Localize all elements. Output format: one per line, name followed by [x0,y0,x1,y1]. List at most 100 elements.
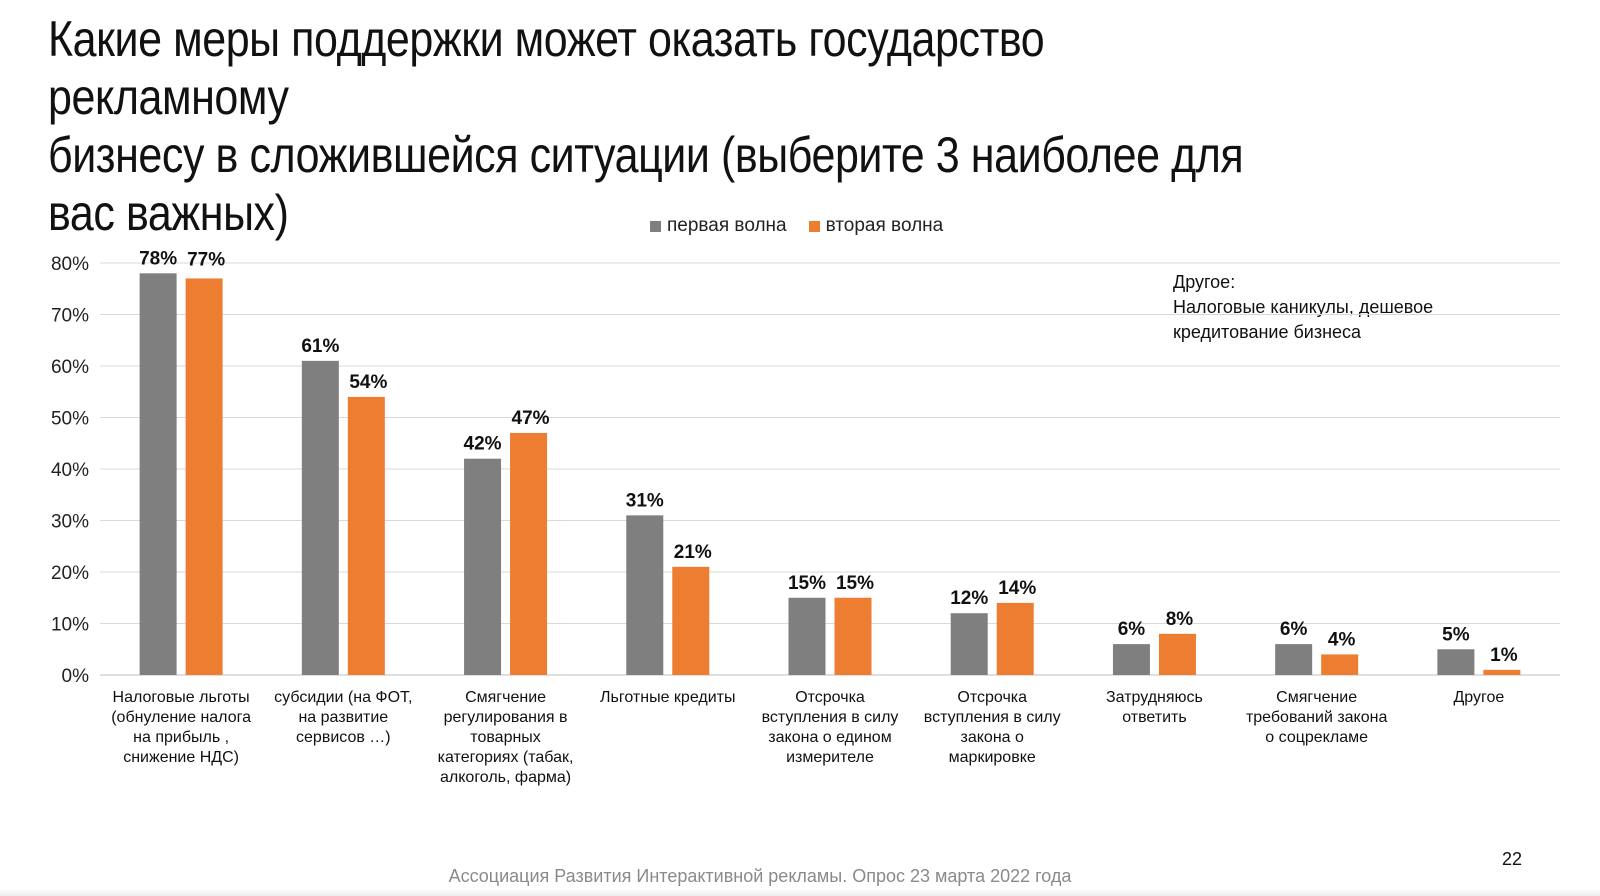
page-title: Какие меры поддержки может оказать госуд… [48,10,1252,242]
data-label: 15% [836,573,874,594]
y-tick-label: 50% [51,409,89,430]
y-tick-label: 80% [51,254,89,275]
y-tick-label: 30% [51,512,89,533]
x-category-label-line: субсидии (на ФОТ, [274,689,413,706]
x-category-label-line: маркировке [948,749,1036,766]
x-category-label-line: сервисов …) [296,729,391,746]
bar-second-wave [347,396,385,675]
bar-second-wave [672,566,710,675]
x-category-label-line: Смягчение [465,689,547,706]
x-category-label-line: Другое [1453,689,1505,706]
y-tick-label: 70% [51,306,89,327]
footer-source: Ассоциация Развития Интерактивной реклам… [448,866,1072,886]
bar-second-wave [996,602,1034,675]
data-label: 5% [1442,624,1470,645]
y-tick-label: 10% [51,615,89,636]
x-category-label-line: вступления в силу [761,709,899,726]
y-tick-label: 60% [51,357,89,378]
x-category-label-line: Отсрочка [795,689,865,706]
bar-second-wave [1483,669,1521,675]
x-category-label-line: категориях (табак, [437,749,574,766]
data-label: 12% [950,588,988,609]
x-category-label-line: вступления в силу [923,709,1061,726]
y-tick-label: 20% [51,563,89,584]
x-category-label-line: ответить [1122,709,1187,726]
data-label: 54% [349,372,387,393]
title-line: вас важных) [48,185,289,241]
data-label: 6% [1280,619,1308,640]
x-category-label-line: снижение НДС) [123,749,239,766]
x-category-label-line: Налоговые льготы [112,689,250,706]
x-category-label-line: Смягчение [1276,689,1358,706]
bar-first-wave [950,613,988,675]
bar-first-wave [139,273,177,675]
data-label: 15% [788,573,826,594]
bar-first-wave [1437,649,1475,675]
x-category-label-line: измерителе [786,749,874,766]
legend-swatch-second-wave [808,220,820,232]
data-label: 42% [464,434,502,455]
bar-first-wave [788,597,826,675]
page-number: 22 [1502,849,1523,869]
data-label: 31% [626,490,664,511]
x-category-label-line: требований закона [1245,709,1388,726]
x-category-label: Смягчение регулирования в товарных категори… [426,688,586,788]
legend-label-first-wave: первая волна [667,215,787,236]
x-category-label: Налоговые льготы (обнуление налога на приб… [101,688,261,768]
x-category-label-line: закона о едином [768,729,892,746]
legend-item-first-wave: первая волна [650,215,787,237]
x-category-label: Затрудняюсь ответить [1074,688,1234,728]
x-category-label-line: (обнуление налога [111,709,251,726]
x-category-label: Отсрочка вступления в силу закона о маркиро… [912,688,1072,768]
bar-first-wave [464,458,502,675]
y-tick-label: 40% [51,460,89,481]
x-category-label-line: товарных [470,729,541,746]
data-label: 4% [1328,629,1356,650]
x-category-label-line: закона о [960,729,1024,746]
x-category-label-line: регулирования в [443,709,568,726]
other-note-heading: Другое: [1173,272,1236,292]
chart-legend: первая волна вторая волна [650,214,965,238]
data-label: 61% [301,336,339,357]
x-category-label-line: о соцрекламе [1265,729,1368,746]
y-tick-label: 0% [62,666,90,687]
x-category-label: субсидии (на ФОТ, на развитие сервисов …) [263,688,423,748]
bar-second-wave [510,432,548,675]
data-label: 78% [139,248,177,269]
x-category-label-line: на прибыль , [133,729,230,746]
data-label: 21% [674,542,712,563]
bar-first-wave [1112,644,1150,675]
legend-label-second-wave: вторая волна [825,215,944,236]
bar-second-wave [834,597,872,675]
legend-swatch-first-wave [650,220,661,232]
x-category-label: Отсрочка вступления в силу закона о едином… [750,688,910,768]
x-category-label-line: алкоголь, фарма) [440,769,572,786]
other-note-line: кредитование бизнеса [1173,322,1362,342]
x-category-label: Льготные кредиты [588,688,748,708]
data-label: 14% [998,578,1036,599]
legend-item-second-wave: вторая волна [808,215,944,237]
bottom-edge [0,888,1600,896]
x-category-label: Смягчение требований закона о соцрекламе [1237,688,1397,748]
bar-first-wave [1275,644,1313,675]
data-label: 1% [1490,645,1518,666]
other-note: Другое: Налоговые каникулы, дешевое кред… [1173,270,1513,345]
data-label: 47% [512,408,550,429]
title-line: бизнесу в сложившейся ситуации (выберите… [48,127,1244,183]
bar-first-wave [301,360,339,675]
bar-second-wave [185,278,223,675]
x-category-label-line: Льготные кредиты [600,689,736,706]
bar-second-wave [1158,633,1196,675]
other-note-line: Налоговые каникулы, дешевое [1173,297,1434,317]
x-category-label: Другое [1399,688,1559,708]
data-label: 6% [1118,619,1146,640]
bar-second-wave [1321,654,1359,675]
x-category-label-line: Отсрочка [957,689,1028,706]
data-label: 8% [1166,609,1194,630]
x-category-label-line: на развитие [298,709,389,726]
title-line: Какие меры поддержки может оказать госуд… [48,11,1045,125]
x-category-label-line: Затрудняюсь [1105,689,1203,706]
bar-first-wave [626,515,664,675]
data-label: 77% [187,249,225,270]
